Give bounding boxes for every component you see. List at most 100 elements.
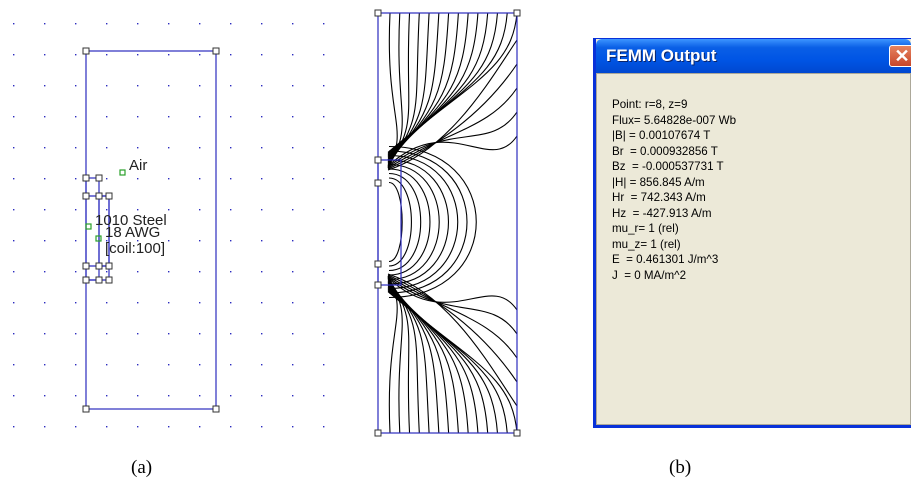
grid-dot [230,271,232,273]
geometry-canvas[interactable]: Air 1010 Steel 18 AWG [coil:100] [0,0,350,487]
geometry-node[interactable] [374,281,382,289]
geometry-node[interactable] [212,47,220,55]
output-line: mu_r= 1 (rel) [612,222,679,235]
grid-dot [323,116,325,118]
grid-dot [75,209,77,211]
flux-line [387,275,398,434]
grid-dot [137,54,139,56]
geometry-node[interactable] [82,192,90,200]
grid-dot [168,271,170,273]
grid-dot [230,54,232,56]
flux-plot-canvas[interactable] [360,0,535,450]
flux-line [388,177,412,267]
grid-dot [75,147,77,149]
geometry-node[interactable] [374,429,382,437]
flux-line [387,87,518,169]
geometry-node[interactable] [105,276,113,284]
grid-dot [137,395,139,397]
geometry-node[interactable] [374,179,382,187]
window-titlebar[interactable]: FEMM Output ✕ [596,39,911,73]
grid-dot [292,333,294,335]
close-button[interactable]: ✕ [889,45,911,67]
grid-dot [292,209,294,211]
geometry-node[interactable] [513,429,521,437]
grid-dot [106,209,108,211]
grid-dots [13,23,325,428]
air-label-marker[interactable] [119,169,126,176]
grid-dot [230,426,232,428]
grid-dot [261,178,263,180]
geometry-node[interactable] [212,405,220,413]
grid-dot [106,302,108,304]
grid-dot [292,178,294,180]
grid-dot [137,271,139,273]
geometry-node[interactable] [95,276,103,284]
grid-dot [44,178,46,180]
geometry-node[interactable] [105,192,113,200]
grid-dot [13,23,15,25]
coil-label-marker[interactable] [95,235,102,242]
grid-dot [106,85,108,87]
grid-dot [13,147,15,149]
grid-dot [292,302,294,304]
geometry-node[interactable] [105,262,113,270]
flux-line [387,12,518,153]
grid-dot [137,147,139,149]
geometry-node[interactable] [374,156,382,164]
grid-dot [168,178,170,180]
grid-dot [106,147,108,149]
grid-dot [230,116,232,118]
grid-dot [75,302,77,304]
output-text: Point: r=8, z=9 Flux= 5.64828e-007 Wb |B| … [612,97,736,283]
grid-dot [168,426,170,428]
grid-dot [292,147,294,149]
grid-dot [44,364,46,366]
geometry-node[interactable] [374,9,382,17]
grid-dot [44,271,46,273]
grid-dot [292,85,294,87]
grid-dot [168,240,170,242]
geometry-node[interactable] [82,405,90,413]
grid-dot [13,54,15,56]
geometry-node[interactable] [82,47,90,55]
grid-dot [230,85,232,87]
geometry-node[interactable] [374,260,382,268]
geometry-node[interactable] [95,192,103,200]
grid-dot [75,240,77,242]
grid-dot [261,240,263,242]
flux-line [388,145,477,299]
grid-dot [75,364,77,366]
geometry-node[interactable] [513,9,521,17]
grid-dot [75,333,77,335]
grid-dot [137,23,139,25]
grid-dot [106,364,108,366]
geometry-node[interactable] [95,174,103,182]
steel-label: 1010 Steel [95,212,167,229]
grid-dot [13,302,15,304]
flux-line [388,159,449,285]
grid-dot [168,209,170,211]
grid-dot [199,426,201,428]
grid-dot [13,364,15,366]
flux-line [388,163,440,281]
geometry-node[interactable] [82,276,90,284]
grid-dot [106,240,108,242]
grid-dot [292,116,294,118]
grid-dot [199,23,201,25]
steel-label-marker[interactable] [85,223,92,230]
grid-dot [44,426,46,428]
geometry-node[interactable] [95,262,103,270]
flux-line [387,63,518,170]
grid-dot [44,85,46,87]
grid-dot [106,426,108,428]
plot-nodes [374,9,521,437]
output-line: Bz = -0.000537731 T [612,160,724,173]
grid-dot [199,364,201,366]
output-panel: Point: r=8, z=9 Flux= 5.64828e-007 Wb |B| … [596,73,911,425]
geometry-node[interactable] [82,262,90,270]
geometry-node[interactable] [82,174,90,182]
flux-line [387,39,518,171]
grid-dot [137,116,139,118]
grid-dot [44,395,46,397]
flux-line [387,135,518,167]
